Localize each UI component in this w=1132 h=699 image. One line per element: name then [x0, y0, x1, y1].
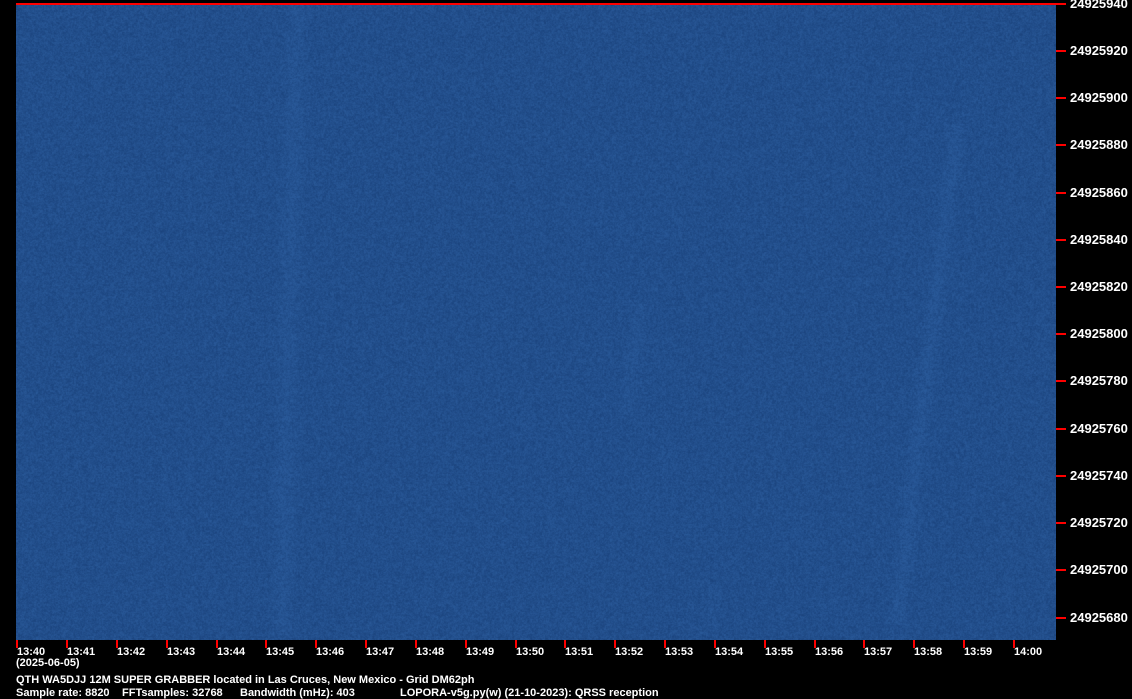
y-tick	[1056, 475, 1066, 477]
y-tick	[1056, 144, 1066, 146]
y-tick	[1056, 3, 1066, 5]
bandwidth-info: Bandwidth (mHz): 403	[240, 687, 355, 699]
y-label: 24925720	[1070, 515, 1128, 530]
y-tick	[1056, 333, 1066, 335]
x-label: 13:52	[615, 646, 643, 658]
x-label: 13:47	[366, 646, 394, 658]
x-label: 13:48	[416, 646, 444, 658]
y-tick	[1056, 617, 1066, 619]
x-label: 13:53	[665, 646, 693, 658]
y-tick	[1056, 239, 1066, 241]
fft-samples-info: FFTsamples: 32768	[122, 687, 223, 699]
x-label: 13:58	[914, 646, 942, 658]
y-label: 24925780	[1070, 373, 1128, 388]
x-label: 13:59	[964, 646, 992, 658]
x-label: 13:55	[765, 646, 793, 658]
x-label: 13:46	[316, 646, 344, 658]
y-label: 24925700	[1070, 562, 1128, 577]
y-label: 24925820	[1070, 279, 1128, 294]
x-label: 13:45	[266, 646, 294, 658]
y-label: 24925680	[1070, 610, 1128, 625]
x-label: 13:54	[715, 646, 743, 658]
y-tick	[1056, 428, 1066, 430]
y-tick	[1056, 97, 1066, 99]
x-label: 13:56	[815, 646, 843, 658]
y-tick	[1056, 192, 1066, 194]
date-label: (2025-06-05)	[16, 657, 80, 669]
software-info: LOPORA-v5g.py(w) (21-10-2023): QRSS rece…	[400, 687, 659, 699]
x-label: 13:44	[217, 646, 245, 658]
y-label: 24925920	[1070, 43, 1128, 58]
spectrogram-waterfall	[16, 4, 1056, 640]
x-label: 13:57	[864, 646, 892, 658]
y-label: 24925900	[1070, 90, 1128, 105]
y-tick	[1056, 522, 1066, 524]
y-tick	[1056, 380, 1066, 382]
x-label: 13:49	[466, 646, 494, 658]
top-frequency-line	[16, 3, 1061, 5]
y-label: 24925740	[1070, 468, 1128, 483]
station-info: QTH WA5DJJ 12M SUPER GRABBER located in …	[16, 674, 474, 686]
y-label: 24925860	[1070, 185, 1128, 200]
y-tick	[1056, 569, 1066, 571]
x-label: 13:50	[516, 646, 544, 658]
y-label: 24925940	[1070, 0, 1128, 11]
y-label: 24925880	[1070, 137, 1128, 152]
x-label: 13:51	[565, 646, 593, 658]
x-label: 13:42	[117, 646, 145, 658]
y-label: 24925760	[1070, 421, 1128, 436]
y-tick	[1056, 50, 1066, 52]
y-label: 24925800	[1070, 326, 1128, 341]
x-label: 14:00	[1014, 646, 1042, 658]
x-label: 13:43	[167, 646, 195, 658]
y-tick	[1056, 286, 1066, 288]
y-label: 24925840	[1070, 232, 1128, 247]
sample-rate-info: Sample rate: 8820	[16, 687, 110, 699]
